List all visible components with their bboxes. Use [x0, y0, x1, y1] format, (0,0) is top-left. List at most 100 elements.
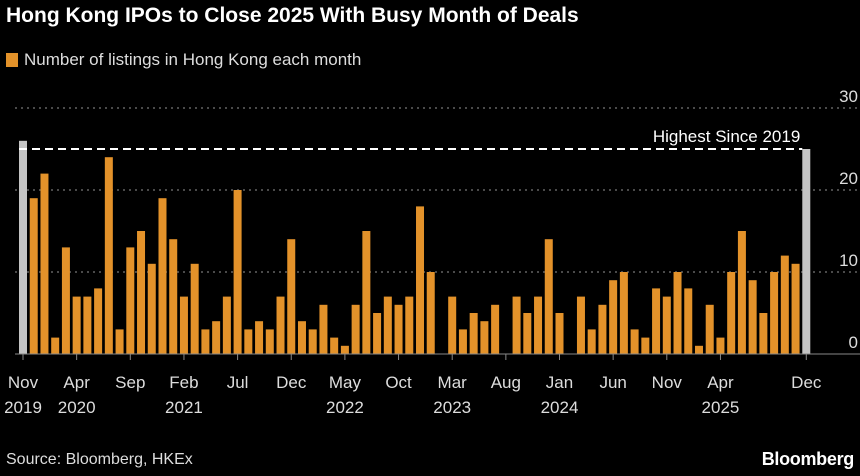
bar	[748, 280, 757, 354]
y-tick-label: 0	[849, 333, 858, 352]
x-tick-label: Apr	[63, 373, 90, 392]
x-tick-label: Nov	[8, 373, 39, 392]
bar	[512, 296, 521, 354]
x-tick-label: Feb	[169, 373, 198, 392]
bar	[179, 296, 188, 354]
bar	[61, 247, 70, 354]
bar	[770, 272, 779, 354]
bar	[544, 239, 553, 354]
legend-swatch	[6, 53, 18, 67]
bar	[791, 263, 800, 354]
bar	[705, 304, 714, 354]
bar	[190, 263, 199, 354]
bar	[491, 304, 500, 354]
bar	[137, 231, 146, 354]
bar	[780, 255, 789, 354]
bar	[458, 329, 467, 354]
x-tick-label: Mar	[438, 373, 468, 392]
bar	[405, 296, 414, 354]
bar	[169, 239, 178, 354]
bar	[94, 288, 103, 354]
bar	[373, 313, 382, 354]
x-tick-label: Jul	[227, 373, 249, 392]
bar	[330, 337, 339, 354]
bar	[630, 329, 639, 354]
bar	[222, 296, 231, 354]
bar	[673, 272, 682, 354]
bar	[362, 231, 371, 354]
bar	[737, 231, 746, 354]
x-tick-label: Jan	[546, 373, 573, 392]
bar	[480, 321, 489, 354]
y-tick-label: 20	[839, 169, 858, 188]
bar	[394, 304, 403, 354]
y-tick-label: 10	[839, 251, 858, 270]
bar	[287, 239, 296, 354]
bar	[555, 313, 564, 354]
bloomberg-logo: Bloomberg	[761, 449, 855, 469]
bar	[523, 313, 532, 354]
bar	[662, 296, 671, 354]
source-note: Source: Bloomberg, HKEx	[6, 451, 193, 468]
bar	[694, 345, 703, 354]
bar	[40, 173, 49, 354]
x-tick-year-label: 2019	[4, 398, 42, 417]
bar	[104, 157, 113, 354]
bar	[641, 337, 650, 354]
bar	[319, 304, 328, 354]
x-tick-label: Nov	[652, 373, 683, 392]
bar	[587, 329, 596, 354]
x-tick-label: Sep	[115, 373, 145, 392]
bar	[244, 329, 253, 354]
x-tick-label: Oct	[385, 373, 412, 392]
bar	[684, 288, 693, 354]
x-tick-year-label: 2022	[326, 398, 364, 417]
x-tick-label: Apr	[707, 373, 734, 392]
highlight-bar	[19, 140, 27, 354]
bar	[212, 321, 221, 354]
x-tick-year-label: 2024	[541, 398, 579, 417]
bar	[383, 296, 392, 354]
x-tick-label: Jun	[599, 373, 626, 392]
x-tick-label: Dec	[791, 373, 822, 392]
x-tick-label: Aug	[491, 373, 521, 392]
bar	[652, 288, 661, 354]
bar	[233, 190, 242, 354]
y-tick-label: 30	[839, 87, 858, 106]
highlight-bar	[802, 149, 811, 354]
bar	[716, 337, 725, 354]
legend: Number of listings in Hong Kong each mon…	[6, 50, 361, 70]
x-tick-label: Dec	[276, 373, 307, 392]
bar	[598, 304, 607, 354]
annotation-label: Highest Since 2019	[653, 127, 800, 146]
bar	[727, 272, 736, 354]
x-tick-year-label: 2020	[58, 398, 96, 417]
x-tick-year-label: 2023	[433, 398, 471, 417]
bar	[201, 329, 210, 354]
bar	[448, 296, 457, 354]
bar	[115, 329, 124, 354]
bar	[29, 198, 38, 354]
bar	[534, 296, 543, 354]
bar	[255, 321, 264, 354]
bar	[147, 263, 156, 354]
bar	[576, 296, 585, 354]
bar	[426, 272, 435, 354]
bar	[276, 296, 285, 354]
x-tick-year-label: 2021	[165, 398, 203, 417]
bar	[469, 313, 478, 354]
bar	[297, 321, 306, 354]
bar	[126, 247, 135, 354]
bar	[351, 304, 360, 354]
bar	[619, 272, 628, 354]
bar	[416, 206, 425, 354]
bar	[51, 337, 60, 354]
bar	[308, 329, 317, 354]
legend-label: Number of listings in Hong Kong each mon…	[24, 50, 362, 69]
x-tick-year-label: 2025	[702, 398, 740, 417]
bar	[72, 296, 81, 354]
bar	[609, 280, 618, 354]
bar	[265, 329, 274, 354]
x-tick-label: May	[329, 373, 362, 392]
